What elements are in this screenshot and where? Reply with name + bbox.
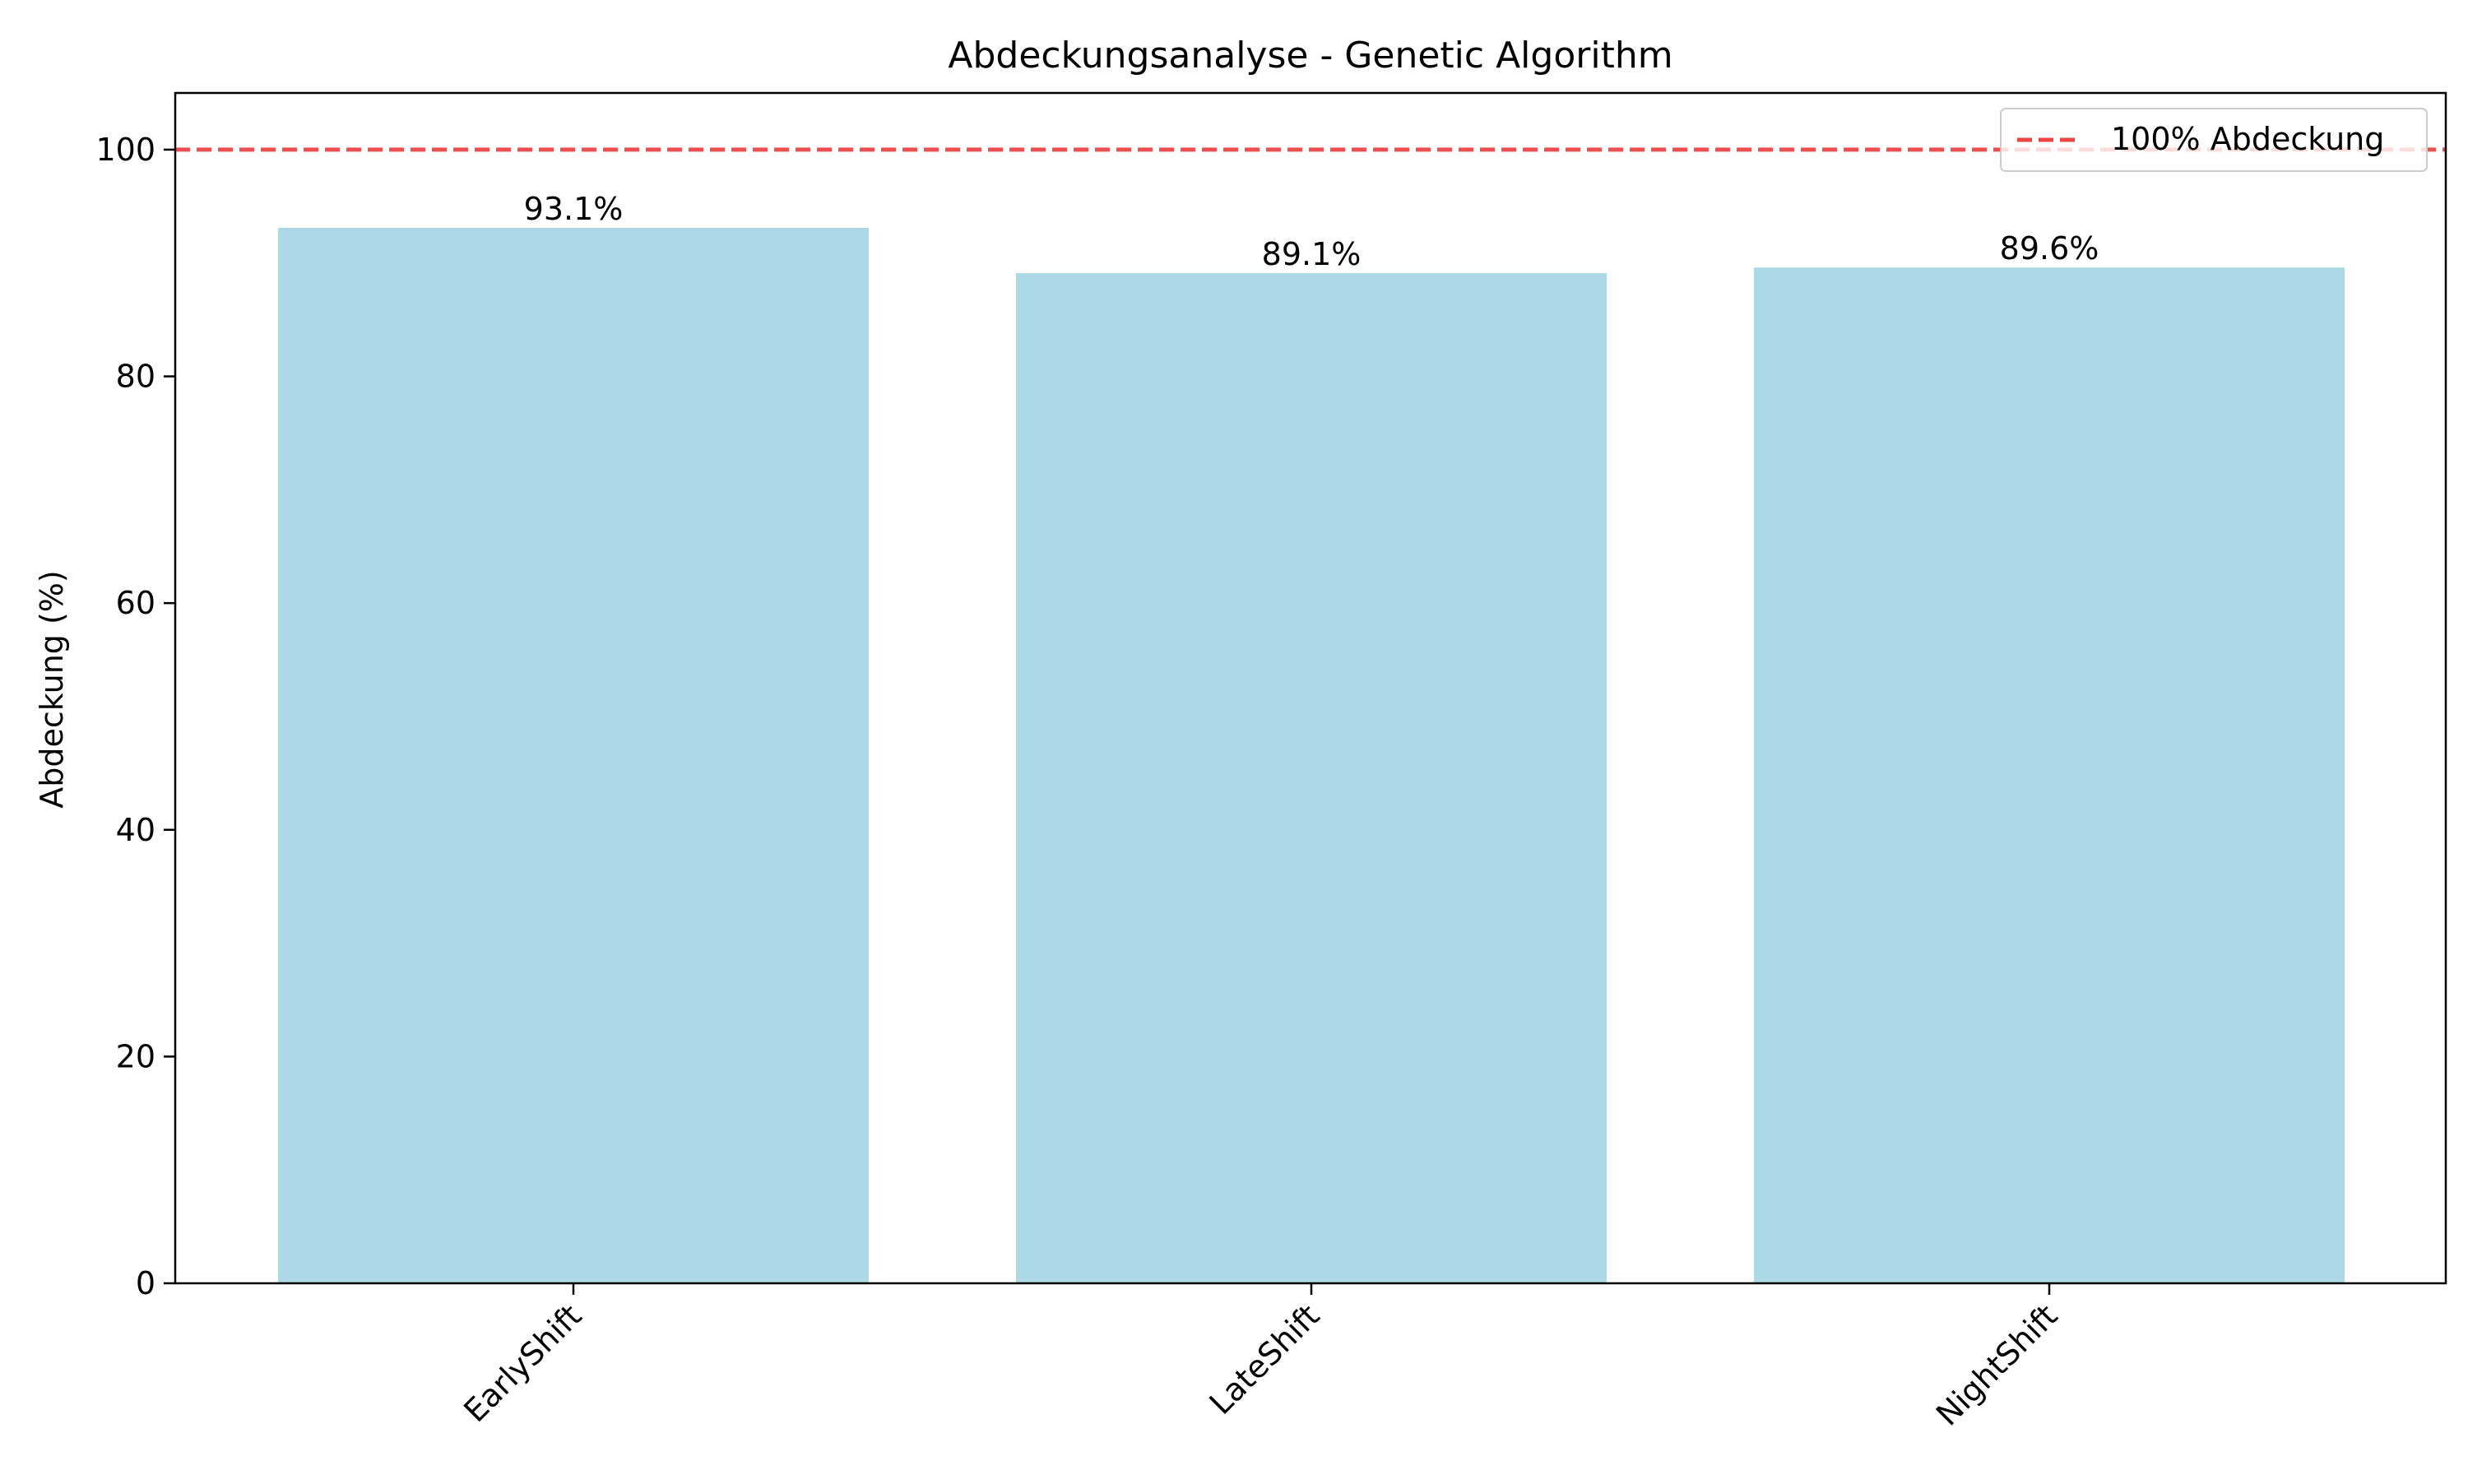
y-axis-label: Abdeckung (%) <box>34 570 70 808</box>
value-label-lateshift: 89.1% <box>1262 236 1362 272</box>
y-tick-label-20: 20 <box>116 1038 155 1074</box>
bar-nightshift <box>1754 267 2345 1283</box>
y-axis: 0 20 40 60 80 100 <box>95 132 175 1301</box>
legend: 100% Abdeckung <box>2000 108 2428 172</box>
y-tick-label-40: 40 <box>116 812 155 848</box>
y-tick-label-0: 0 <box>136 1265 155 1301</box>
value-labels-group: 93.1% 89.1% 89.6% <box>524 191 2099 272</box>
value-label-nightshift: 89.6% <box>2000 230 2099 267</box>
chart-title: Abdeckungsanalyse - Genetic Algorithm <box>948 35 1672 77</box>
y-tick-label-60: 60 <box>116 585 155 621</box>
y-tick-label-80: 80 <box>116 359 155 395</box>
bar-earlyshift <box>278 227 869 1283</box>
legend-reference-line-label: 100% Abdeckung <box>2111 121 2384 157</box>
bar-lateshift <box>1016 273 1607 1283</box>
value-label-earlyshift: 93.1% <box>524 191 624 227</box>
y-tick-label-100: 100 <box>95 132 155 168</box>
legend-box <box>2000 108 2428 172</box>
bars-group <box>278 227 2345 1283</box>
